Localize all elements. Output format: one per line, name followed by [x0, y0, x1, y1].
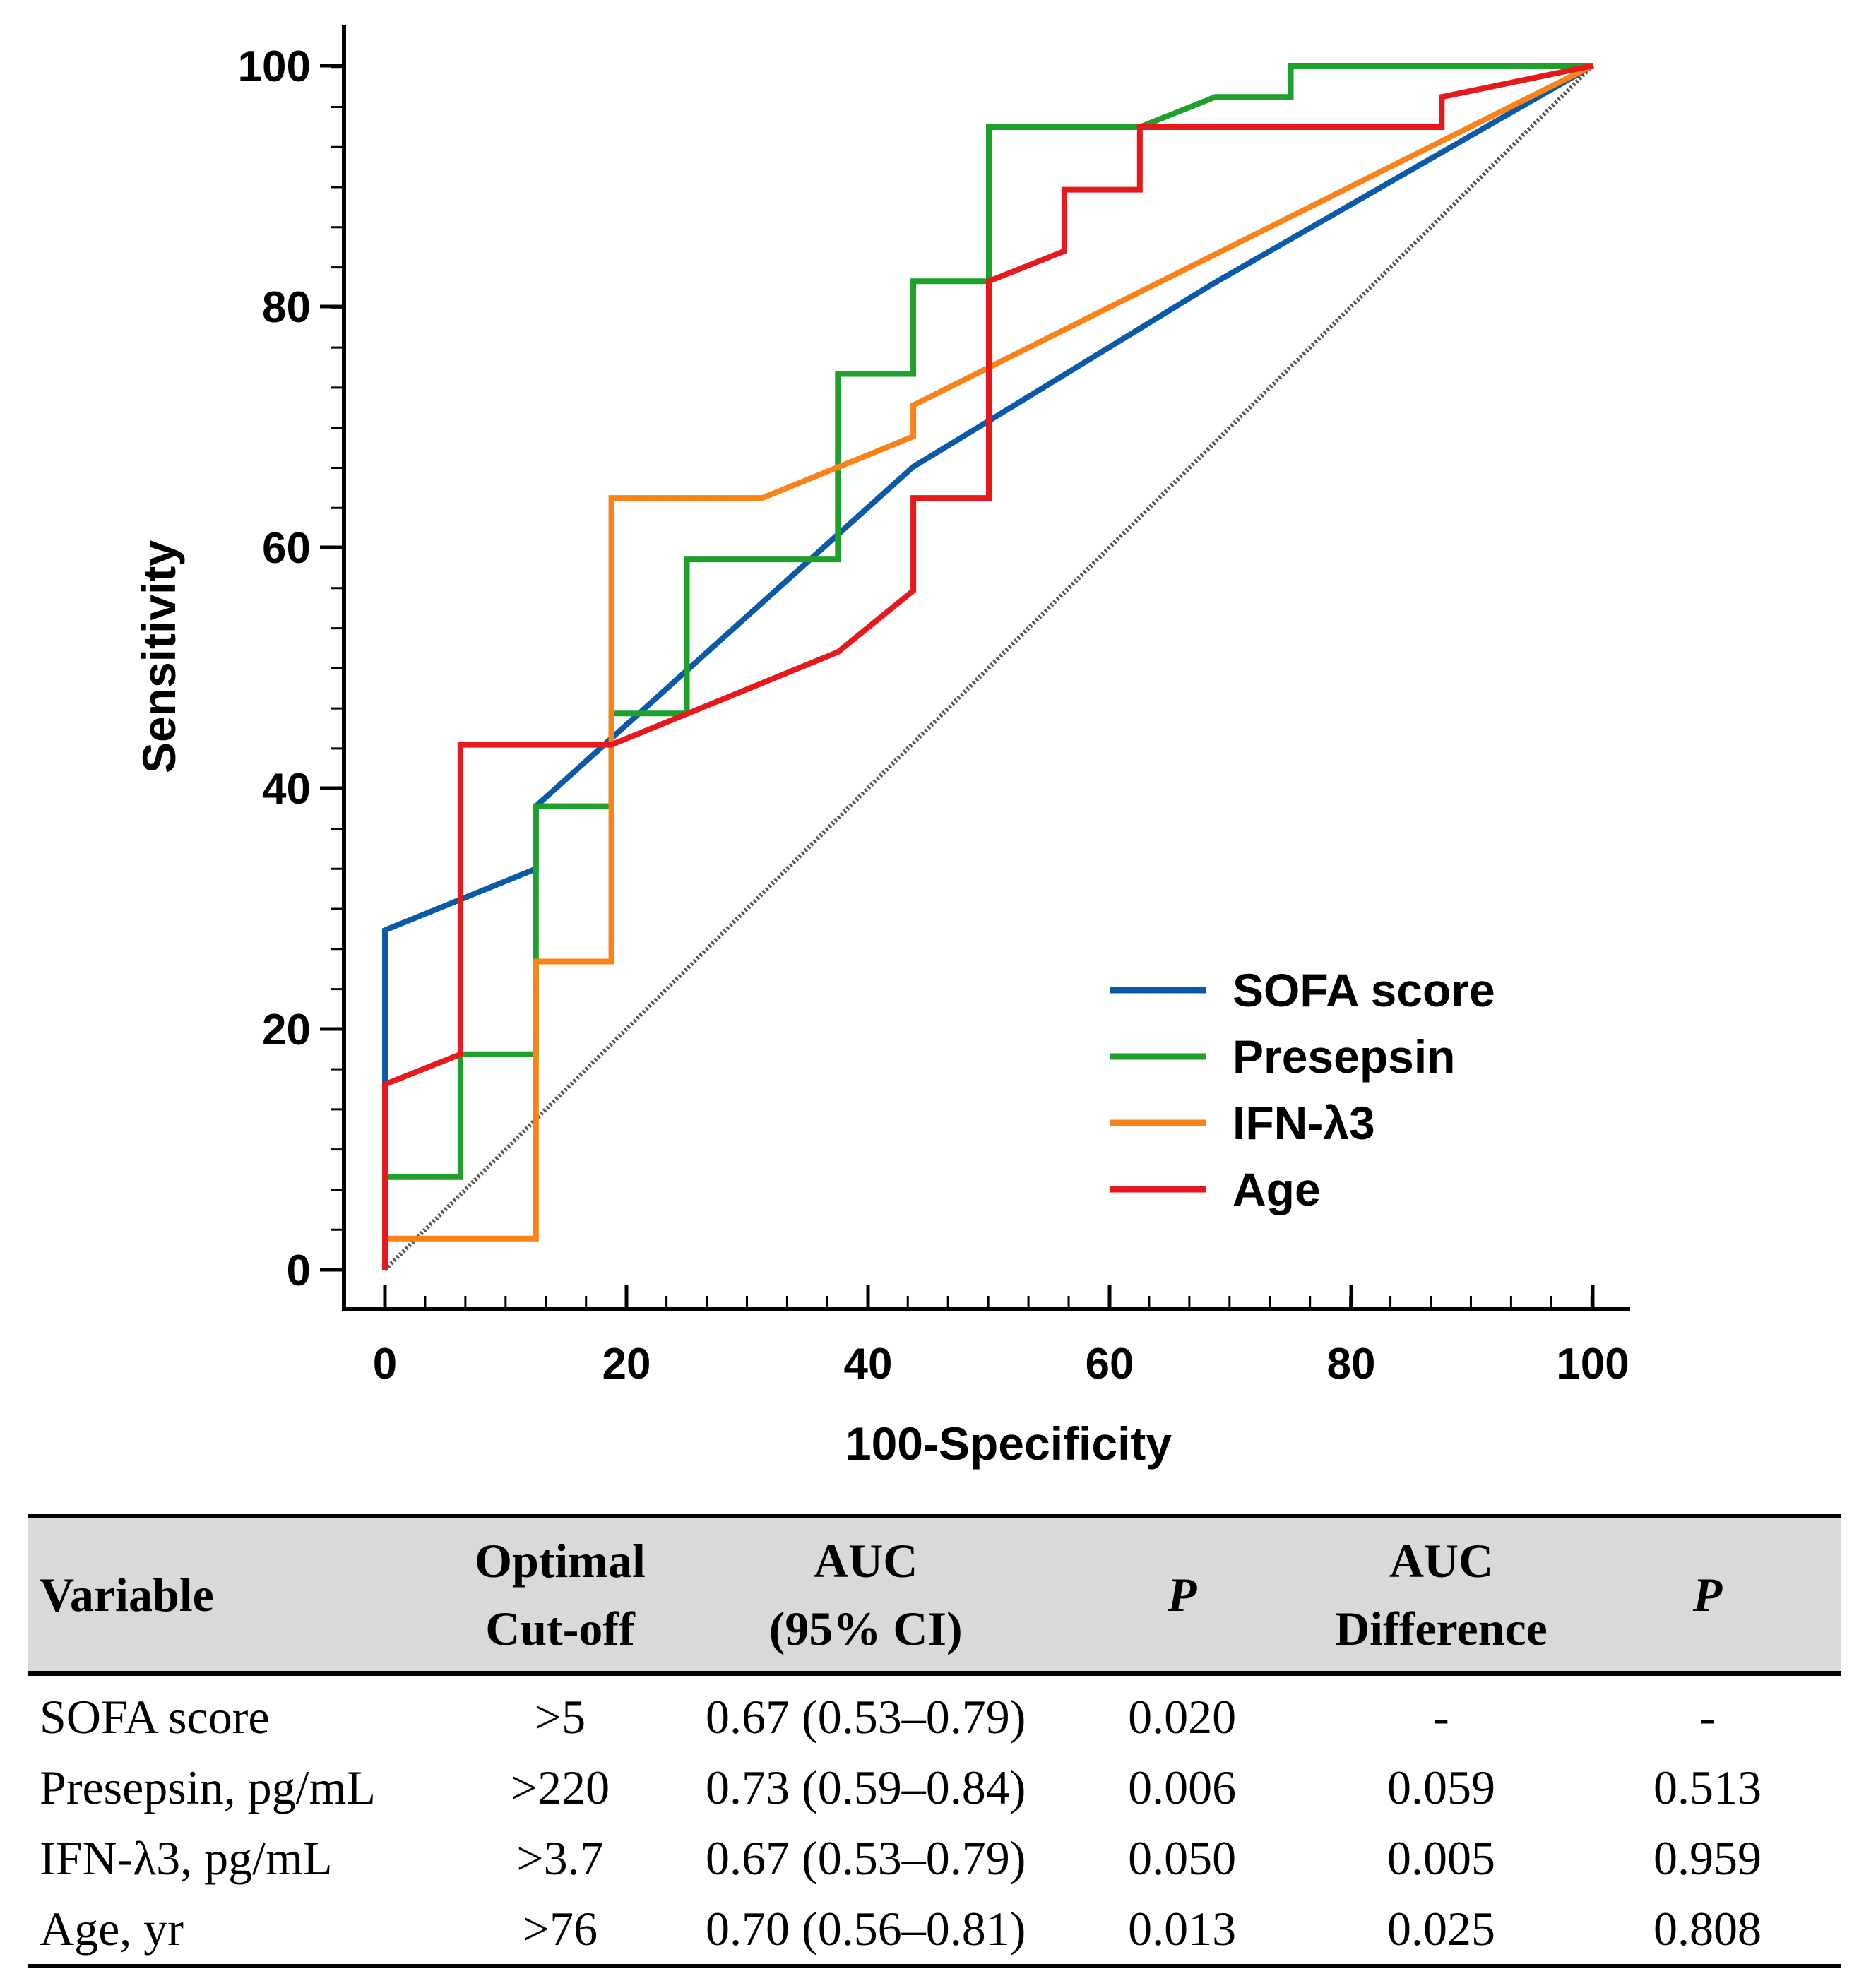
- table-header-line: P: [1167, 1568, 1197, 1621]
- table-cell: 0.059: [1386, 1760, 1495, 1814]
- y-tick-label: 60: [262, 524, 311, 573]
- table-cell: SOFA score: [40, 1689, 270, 1744]
- legend-label-sofa-score: SOFA score: [1233, 964, 1495, 1016]
- table-cell: >76: [522, 1901, 598, 1956]
- table-header-line: (95% CI): [768, 1602, 963, 1655]
- table-cell: IFN-λ3, pg/mL: [40, 1831, 333, 1885]
- y-axis-title: Sensitivity: [133, 540, 185, 773]
- y-tick-label: 80: [262, 283, 311, 332]
- series-line-sofa-score: [382, 63, 1594, 1270]
- table-cell: 0.808: [1653, 1901, 1762, 1956]
- y-tick-label: 20: [262, 1006, 311, 1054]
- table-cell: >220: [510, 1760, 610, 1814]
- table-cell: 0.70 (0.56–0.81): [706, 1901, 1026, 1956]
- table-cell: >3.7: [516, 1831, 604, 1885]
- reference-line-layer: [383, 64, 1595, 1272]
- y-tick-label: 40: [262, 765, 311, 814]
- table-header-cell: Optimal Cut-off: [445, 1516, 675, 1674]
- table-header-cell: AUC Difference: [1308, 1516, 1574, 1674]
- axes: 0 20 40 60 80 100 0 20 40 60 80 100: [238, 25, 1630, 1388]
- series-line-presepsin: [382, 63, 1593, 1270]
- table-cell: 0.73 (0.59–0.84): [706, 1760, 1026, 1814]
- table-row: SOFA score >5 0.67 (0.53–0.79) 0.020 - -: [28, 1674, 1841, 1753]
- table-cell: -: [1699, 1689, 1716, 1744]
- table-header-line: AUC: [814, 1534, 918, 1588]
- table-cell: Presepsin, pg/mL: [40, 1760, 376, 1814]
- series-layer: [382, 63, 1594, 1270]
- table-cell: >5: [534, 1689, 586, 1744]
- x-tick-label: 100: [1556, 1340, 1629, 1388]
- table-header-line: AUC: [1389, 1534, 1494, 1588]
- table-cell: 0.013: [1128, 1901, 1237, 1956]
- x-tick-label: 80: [1327, 1340, 1376, 1388]
- table-cell: -: [1433, 1689, 1449, 1744]
- series-line-age: [382, 63, 1593, 1270]
- table-row: Age, yr >76 0.70 (0.56–0.81) 0.013 0.025 0.80…: [28, 1893, 1841, 1966]
- table-header-line: P: [1692, 1568, 1723, 1621]
- table-body: SOFA score >5 0.67 (0.53–0.79) 0.020 - - Prese…: [28, 1674, 1841, 1966]
- table-header-cell: P: [1056, 1516, 1308, 1674]
- table-header-line: Optimal: [475, 1534, 646, 1588]
- reference-diagonal-line: [383, 64, 1595, 1272]
- x-axis-title: 100-Specificity: [845, 1417, 1172, 1470]
- x-tick-label: 40: [844, 1340, 893, 1388]
- table-header-line: Variable: [40, 1568, 214, 1621]
- legend-label-age: Age: [1233, 1163, 1321, 1215]
- roc-chart: 0 20 40 60 80 100 0 20 40 60 80 100 SOFA score Prese…: [133, 25, 1630, 1470]
- table-header-line: Difference: [1335, 1602, 1548, 1655]
- table-header-row: Variable Optimal Cut-off AUC (95% CI) P AUC Dif…: [28, 1516, 1841, 1674]
- legend-label-ifn-3: IFN-λ3: [1233, 1097, 1375, 1149]
- table-header-cell: P: [1574, 1516, 1841, 1674]
- y-tick-label: 0: [287, 1246, 311, 1295]
- series-line-ifn-3: [382, 63, 1594, 1270]
- legend: SOFA score Presepsin IFN-λ3 Age: [1110, 964, 1495, 1215]
- table-cell: 0.513: [1653, 1760, 1762, 1814]
- x-tick-label: 60: [1086, 1340, 1134, 1388]
- table-cell: Age, yr: [40, 1901, 184, 1956]
- x-tick-label: 20: [602, 1340, 651, 1388]
- table-cell: 0.025: [1386, 1901, 1495, 1956]
- table-header-line: Cut-off: [485, 1602, 635, 1655]
- table-row: Presepsin, pg/mL >220 0.73 (0.59–0.84) 0.00…: [28, 1752, 1841, 1823]
- table-cell: 0.020: [1128, 1689, 1237, 1744]
- table-row: IFN-λ3, pg/mL >3.7 0.67 (0.53–0.79) 0.050 0.…: [28, 1823, 1841, 1893]
- table-cell: 0.67 (0.53–0.79): [706, 1689, 1026, 1744]
- table-header: Variable Optimal Cut-off AUC (95% CI) P AUC Dif…: [28, 1516, 1841, 1674]
- table-cell: 0.959: [1653, 1831, 1762, 1885]
- table-header-cell: Variable: [28, 1516, 445, 1674]
- table-cell: 0.005: [1386, 1831, 1495, 1885]
- table-cell: 0.67 (0.53–0.79): [706, 1831, 1026, 1885]
- table-header-cell: AUC (95% CI): [675, 1516, 1056, 1674]
- table-cell: 0.050: [1128, 1831, 1237, 1885]
- table-cell: 0.006: [1128, 1760, 1237, 1814]
- legend-label-presepsin: Presepsin: [1233, 1030, 1456, 1083]
- x-tick-label: 0: [373, 1340, 397, 1388]
- y-tick-label: 100: [238, 42, 311, 91]
- results-table: Variable Optimal Cut-off AUC (95% CI) P AUC Dif…: [28, 1514, 1841, 1968]
